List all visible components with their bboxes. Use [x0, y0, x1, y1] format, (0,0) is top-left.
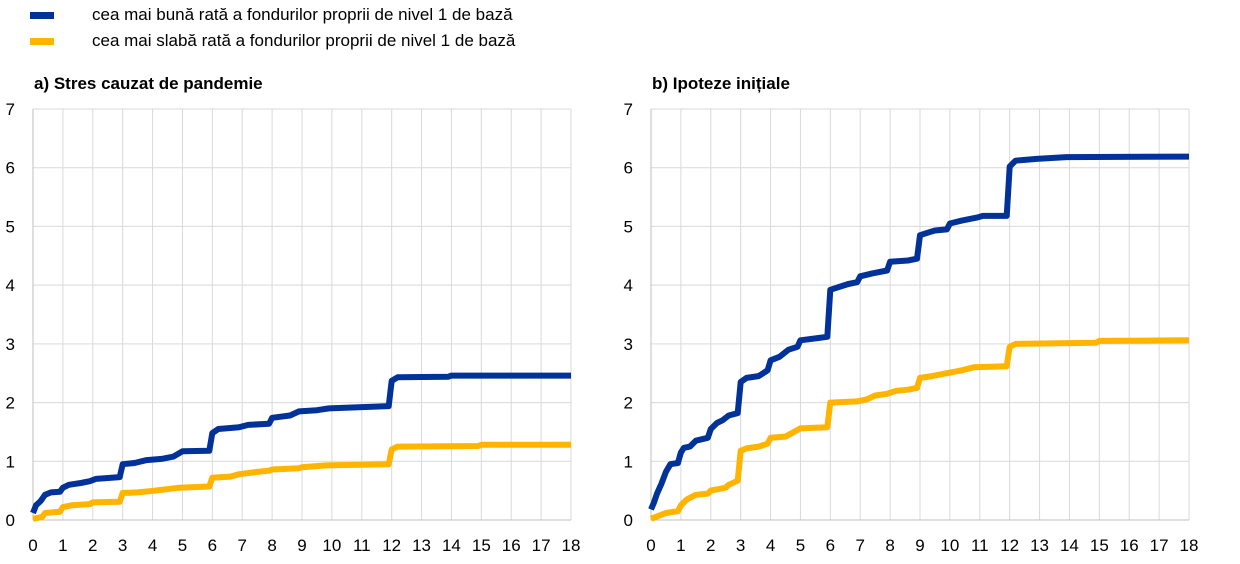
- x-tick-label: 6: [208, 536, 217, 555]
- x-tick-label: 10: [322, 536, 341, 555]
- y-tick-label: 1: [6, 452, 15, 471]
- legend-swatch-best: [30, 11, 54, 19]
- y-tick-label: 7: [624, 100, 633, 119]
- legend-label-worst: cea mai slabă rată a fondurilor proprii …: [92, 31, 516, 50]
- x-tick-label: 2: [706, 536, 715, 555]
- series-line-best: [648, 153, 1190, 511]
- x-tick-label: 11: [971, 536, 989, 555]
- x-tick-label: 12: [382, 536, 401, 555]
- x-tick-label: 5: [178, 536, 187, 555]
- x-tick-label: 5: [796, 536, 805, 555]
- x-tick-label: 15: [472, 536, 491, 555]
- x-tick-label: 7: [237, 536, 246, 555]
- y-tick-label: 5: [6, 217, 15, 236]
- legend: cea mai bună rată a fondurilor proprii d…: [30, 2, 515, 54]
- x-tick-label: 14: [1060, 536, 1079, 555]
- x-tick-label: 0: [28, 536, 37, 555]
- x-tick-label: 17: [1150, 536, 1169, 555]
- x-tick-label: 8: [885, 536, 894, 555]
- x-tick-label: 13: [1030, 536, 1049, 555]
- legend-item-worst: cea mai slabă rată a fondurilor proprii …: [30, 28, 515, 54]
- y-tick-label: 4: [624, 276, 633, 295]
- x-tick-label: 3: [736, 536, 745, 555]
- gridlines-b: [650, 108, 1190, 521]
- x-tick-label: 14: [442, 536, 461, 555]
- chart-panel-b: b) Ipoteze inițiale 0 1 2 3 4 5 6 7 8 9 10 11 12 13 14…: [618, 70, 1218, 564]
- x-tick-label: 0: [646, 536, 655, 555]
- x-tick-label: 16: [502, 536, 521, 555]
- chart-title-a: a) Stres cauzat de pandemie: [34, 74, 263, 93]
- x-tick-label: 12: [1000, 536, 1019, 555]
- y-tick-label: 6: [6, 159, 15, 178]
- x-tick-label: 17: [532, 536, 551, 555]
- y-tick-label: 3: [624, 335, 633, 354]
- x-tick-label: 9: [915, 536, 924, 555]
- x-tick-label: 16: [1120, 536, 1139, 555]
- y-tick-label: 4: [6, 276, 15, 295]
- x-tick-label: 15: [1090, 536, 1109, 555]
- y-tick-label: 6: [624, 159, 633, 178]
- x-tick-label: 2: [88, 536, 97, 555]
- x-tick-label: 11: [353, 536, 371, 555]
- y-tick-label: 5: [624, 217, 633, 236]
- x-tick-label: 10: [940, 536, 959, 555]
- y-tick-label: 2: [6, 394, 15, 413]
- chart-title-b: b) Ipoteze inițiale: [652, 74, 790, 93]
- y-tick-label: 2: [624, 394, 633, 413]
- x-tick-label: 1: [58, 536, 67, 555]
- x-tick-label: 3: [118, 536, 127, 555]
- x-tick-label: 4: [148, 536, 157, 555]
- x-tick-label: 13: [412, 536, 431, 555]
- y-tick-label: 0: [624, 511, 633, 530]
- x-tick-label: 7: [855, 536, 864, 555]
- y-tick-label: 0: [6, 511, 15, 530]
- chart-panel-a: a) Stres cauzat de pandemie 0 1 2 3 4 5 6 7 8 9 10…: [0, 70, 600, 564]
- legend-item-best: cea mai bună rată a fondurilor proprii d…: [30, 2, 515, 28]
- series-line-best: [30, 372, 571, 515]
- x-tick-label: 4: [766, 536, 775, 555]
- series-line-worst: [649, 337, 1190, 522]
- y-tick-label: 1: [624, 452, 633, 471]
- x-tick-label: 18: [1180, 536, 1199, 555]
- legend-label-best: cea mai bună rată a fondurilor proprii d…: [92, 5, 513, 24]
- x-tick-label: 18: [562, 536, 581, 555]
- y-tick-label: 3: [6, 335, 15, 354]
- gridlines-a: [32, 108, 572, 521]
- y-tick-label: 7: [6, 100, 15, 119]
- x-tick-label: 8: [267, 536, 276, 555]
- x-tick-label: 9: [297, 536, 306, 555]
- series-line-worst: [32, 441, 571, 522]
- x-tick-label: 1: [676, 536, 685, 555]
- legend-swatch-worst: [30, 37, 54, 45]
- x-tick-label: 6: [826, 536, 835, 555]
